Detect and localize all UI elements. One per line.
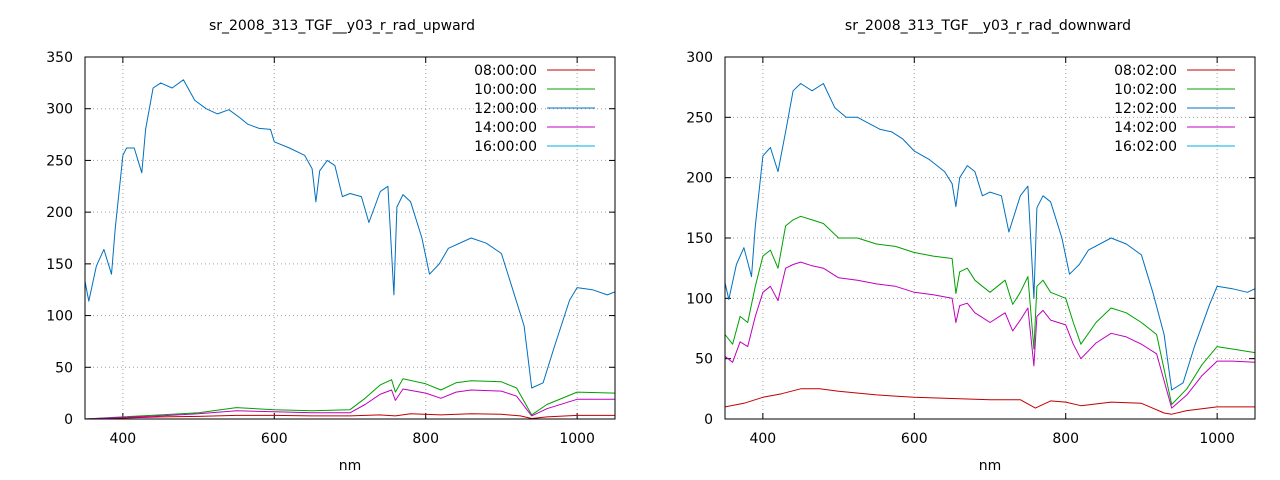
series-line-10-00-00 <box>85 378 615 419</box>
x-tick-label: 400 <box>749 431 776 447</box>
y-tick-label: 250 <box>686 110 713 126</box>
legend-label: 16:00:00 <box>474 139 537 155</box>
y-tick-label: 150 <box>686 231 713 247</box>
x-tick-label: 400 <box>109 431 136 447</box>
x-tick-label: 1000 <box>1199 431 1235 447</box>
chart-panel-2: sr_2008_313_TGF__y03_r_rad_downward 0 50 10… <box>686 18 1256 474</box>
legend-label: 08:02:00 <box>1114 63 1177 79</box>
chart-panel-1: sr_2008_313_TGF__y03_r_rad_upward 0 50 100 1… <box>46 18 616 474</box>
series-line-12-02-00 <box>725 83 1255 391</box>
chart-title: sr_2008_313_TGF__y03_r_rad_downward <box>845 18 1131 34</box>
y-tick-label: 200 <box>686 171 713 187</box>
legend: 08:02:00 10:02:00 12:02:00 14:02:00 16:02:00 <box>1114 63 1235 155</box>
y-tick-label: 300 <box>686 50 713 66</box>
x-tick-label: 600 <box>901 431 928 447</box>
y-tick-label: 0 <box>704 412 713 428</box>
y-tick-label: 100 <box>686 291 713 307</box>
y-tick-label: 150 <box>46 257 73 273</box>
legend-label: 12:02:00 <box>1114 101 1177 117</box>
legend: 08:00:00 10:00:00 12:00:00 14:00:00 16:00:00 <box>474 63 595 155</box>
series-line-14-00-00 <box>85 388 615 419</box>
y-tick-label: 200 <box>46 205 73 221</box>
series-line-10-02-00 <box>725 215 1255 405</box>
plot-frame <box>84 56 616 420</box>
x-tick-label: 600 <box>261 431 288 447</box>
legend-label: 10:00:00 <box>474 82 537 98</box>
series-line-12-00-00 <box>85 79 615 389</box>
legend-label: 14:00:00 <box>474 120 537 136</box>
y-tick-label: 350 <box>46 50 73 66</box>
y-tick-label: 250 <box>46 153 73 169</box>
y-tick-label: 50 <box>695 352 713 368</box>
series-group <box>725 83 1255 415</box>
series-line-08-02-00 <box>725 388 1255 415</box>
x-tick-label: 1000 <box>559 431 595 447</box>
x-tick-label: 800 <box>412 431 439 447</box>
plot-frame <box>724 56 1256 420</box>
chart-title: sr_2008_313_TGF__y03_r_rad_upward <box>209 18 475 34</box>
y-tick-label: 50 <box>55 360 73 376</box>
y-tick-label: 0 <box>64 412 73 428</box>
x-axis-label: nm <box>979 458 1002 474</box>
series-line-14-02-00 <box>725 261 1255 409</box>
legend-label: 10:02:00 <box>1114 82 1177 98</box>
legend-label: 08:00:00 <box>474 63 537 79</box>
x-axis-label: nm <box>339 458 362 474</box>
legend-label: 16:02:00 <box>1114 139 1177 155</box>
legend-label: 12:00:00 <box>474 101 537 117</box>
y-tick-label: 300 <box>46 102 73 118</box>
y-tick-label: 100 <box>46 309 73 325</box>
legend-label: 14:02:00 <box>1114 120 1177 136</box>
x-tick-label: 800 <box>1052 431 1079 447</box>
